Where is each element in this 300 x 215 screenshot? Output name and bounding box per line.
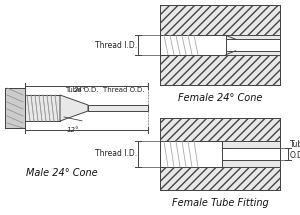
Polygon shape [60, 95, 88, 121]
Bar [160, 167, 280, 190]
Bar [160, 5, 280, 85]
Bar [160, 55, 280, 85]
Text: Thread I.D.: Thread I.D. [95, 149, 137, 158]
Bar [160, 167, 280, 190]
Bar [226, 39, 280, 51]
Bar [160, 5, 280, 35]
Bar [222, 147, 280, 160]
Bar [160, 55, 280, 85]
Bar [160, 5, 280, 85]
Bar [5, 88, 25, 128]
Bar [160, 35, 226, 55]
Text: Tube O.D.  Thread O.D.: Tube O.D. Thread O.D. [65, 87, 144, 93]
Bar [160, 35, 226, 55]
Bar [88, 105, 148, 111]
Bar [160, 118, 280, 190]
Text: Thread I.D.: Thread I.D. [95, 40, 137, 49]
Text: 24°: 24° [74, 87, 87, 93]
Bar [160, 118, 280, 190]
Bar [160, 118, 280, 141]
Bar [160, 118, 280, 141]
Text: Male 24° Cone: Male 24° Cone [26, 168, 98, 178]
Bar [25, 95, 60, 121]
Text: 12°: 12° [67, 127, 80, 133]
Bar [160, 141, 222, 167]
Text: Female 24° Cone: Female 24° Cone [178, 93, 262, 103]
Text: Tube
O.D.: Tube O.D. [290, 140, 300, 160]
Bar [160, 5, 280, 35]
Bar [25, 95, 60, 121]
Text: Female Tube Fitting: Female Tube Fitting [172, 198, 268, 208]
Bar [160, 141, 222, 167]
Bar [5, 88, 25, 128]
